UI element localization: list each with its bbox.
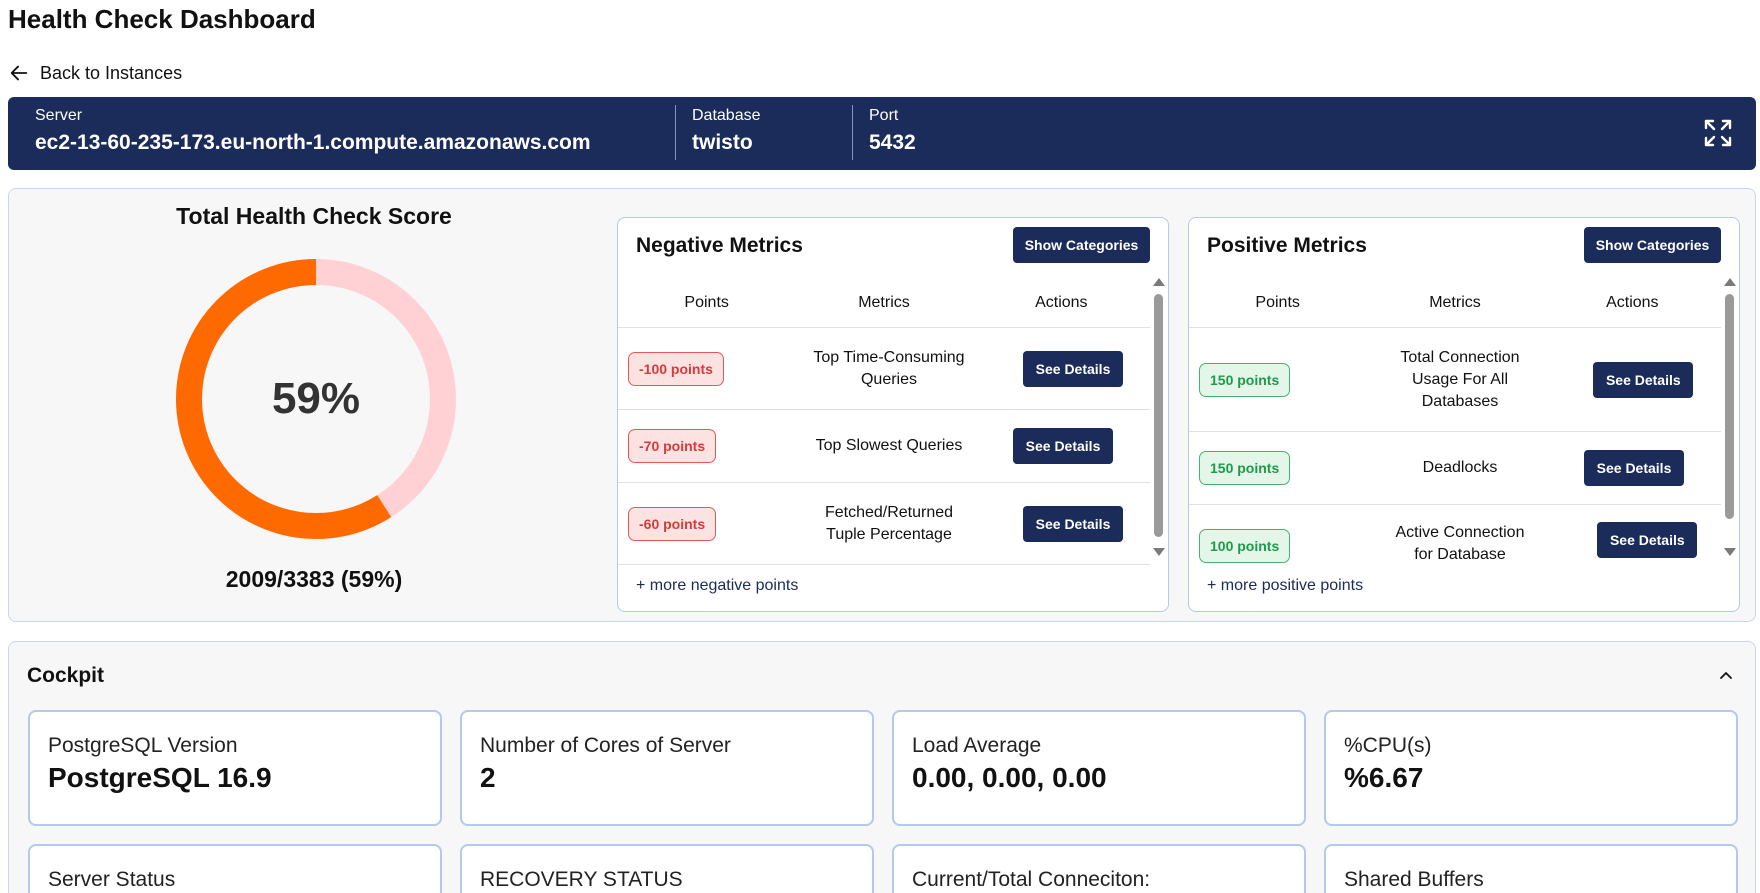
port-value: 5432 — [869, 131, 916, 154]
stat-label: Shared Buffers — [1344, 868, 1484, 891]
negative-metrics-list: -100 points Top Time-Consuming Queries S… — [618, 328, 1150, 573]
back-label: Back to Instances — [40, 62, 183, 83]
metric-name: Fetched/Returned Tuple Percentage — [824, 503, 954, 543]
positive-metrics-list: 150 points Total Connection Usage For Al… — [1189, 328, 1721, 573]
see-details-button[interactable]: See Details — [1584, 450, 1684, 486]
metric-name: Total Connection Usage For All Databases — [1400, 348, 1520, 410]
table-row: 150 points Deadlocks See Details — [1189, 432, 1721, 505]
cpu-card: %CPU(s) %6.67 — [1324, 710, 1738, 826]
metric-name: Deadlocks — [1422, 459, 1498, 476]
table-row: -100 points Top Time-Consuming Queries S… — [618, 328, 1150, 410]
metric-name: Top Time-Consuming Queries — [813, 348, 965, 388]
show-categories-button[interactable]: Show Categories — [1013, 227, 1150, 263]
stat-label: Number of Cores of Server — [480, 734, 731, 757]
postgresql-version-card: PostgreSQL Version PostgreSQL 16.9 — [28, 710, 442, 826]
see-details-button[interactable]: See Details — [1597, 522, 1698, 558]
table-row: -70 points Top Slowest Queries See Detai… — [618, 410, 1150, 483]
table-header: Points Metrics Actions — [1189, 278, 1721, 328]
stat-label: Current/Total Conneciton: — [912, 868, 1151, 891]
see-details-button[interactable]: See Details — [1593, 361, 1694, 398]
port-field: Port 5432 — [853, 97, 943, 170]
divider — [852, 105, 853, 160]
back-to-instances-link[interactable]: Back to Instances — [8, 62, 182, 84]
stat-label: Server Status — [48, 868, 176, 891]
positive-metrics-title: Positive Metrics — [1207, 234, 1367, 257]
server-info-bar: Server ec2-13-60-235-173.eu-north-1.comp… — [8, 97, 1756, 170]
stat-label: %CPU(s) — [1344, 734, 1432, 757]
positive-metrics-card: Positive Metrics Show Categories Points … — [1188, 217, 1740, 612]
recovery-status-card: RECOVERY STATUS — [460, 844, 874, 893]
expand-icon[interactable] — [1702, 117, 1734, 149]
stat-value: %6.67 — [1344, 762, 1424, 793]
stat-value: PostgreSQL 16.9 — [48, 762, 272, 793]
show-categories-button[interactable]: Show Categories — [1584, 227, 1721, 263]
see-details-button[interactable]: See Details — [1023, 350, 1123, 387]
negative-metrics-title: Negative Metrics — [636, 234, 803, 257]
column-header-actions: Actions — [1606, 293, 1659, 311]
connections-card: Current/Total Conneciton: — [892, 844, 1306, 893]
scroll-up-icon[interactable] — [1153, 278, 1165, 286]
scroll-thumb[interactable] — [1725, 294, 1734, 519]
arrow-left-icon — [10, 65, 28, 81]
scroll-thumb[interactable] — [1154, 294, 1163, 537]
scroll-up-icon[interactable] — [1724, 278, 1736, 286]
server-value: ec2-13-60-235-173.eu-north-1.compute.ama… — [35, 131, 591, 154]
database-label: Database — [692, 107, 761, 124]
database-field: Database twisto — [676, 97, 852, 170]
table-row: 150 points Total Connection Usage For Al… — [1189, 328, 1721, 432]
table-row: -60 points Fetched/Returned Tuple Percen… — [618, 483, 1150, 565]
server-status-card: Server Status — [28, 844, 442, 893]
cockpit-panel: Cockpit PostgreSQL Version PostgreSQL 16… — [8, 641, 1756, 893]
health-score-panel: Total Health Check Score 59% 2009/3383 (… — [8, 188, 1756, 622]
divider — [675, 105, 676, 160]
points-badge: 150 points — [1199, 362, 1291, 397]
negative-metrics-card: Negative Metrics Show Categories Points … — [617, 217, 1169, 612]
donut-score-arc — [176, 259, 456, 539]
column-header-metrics: Metrics — [858, 293, 910, 311]
stat-value: 0.00, 0.00, 0.00 — [912, 762, 1107, 793]
table-row: 100 points Active Connection for Databas… — [1189, 505, 1721, 573]
stat-label: PostgreSQL Version — [48, 734, 238, 757]
more-negative-points-link[interactable]: + more negative points — [636, 577, 799, 594]
scroll-down-icon[interactable] — [1153, 548, 1165, 556]
server-field: Server ec2-13-60-235-173.eu-north-1.comp… — [8, 97, 675, 170]
metric-name: Active Connection for Database — [1395, 524, 1525, 563]
shared-buffers-card: Shared Buffers — [1324, 844, 1738, 893]
column-header-metrics: Metrics — [1429, 293, 1481, 311]
column-header-points: Points — [684, 293, 729, 311]
see-details-button[interactable]: See Details — [1013, 428, 1113, 464]
score-title: Total Health Check Score — [176, 203, 452, 229]
metric-name: Top Slowest Queries — [815, 437, 963, 454]
scroll-down-icon[interactable] — [1724, 548, 1736, 556]
more-positive-points-link[interactable]: + more positive points — [1207, 577, 1364, 594]
column-header-points: Points — [1255, 293, 1300, 311]
points-badge: -70 points — [628, 429, 717, 463]
port-label: Port — [869, 107, 899, 124]
points-badge: -100 points — [628, 351, 724, 386]
score-percent: 59% — [271, 374, 361, 423]
score-donut-chart — [176, 259, 456, 539]
stat-label: RECOVERY STATUS — [480, 868, 683, 891]
cockpit-title: Cockpit — [27, 664, 105, 687]
score-summary: 2009/3383 (59%) — [225, 566, 403, 592]
load-average-card: Load Average 0.00, 0.00, 0.00 — [892, 710, 1306, 826]
page-title: Health Check Dashboard — [8, 4, 316, 34]
stat-value: 2 — [480, 762, 496, 793]
scrollbar[interactable] — [1721, 278, 1737, 556]
points-badge: 100 points — [1199, 529, 1291, 563]
table-header: Points Metrics Actions — [618, 278, 1150, 328]
server-label: Server — [35, 107, 83, 124]
scrollbar[interactable] — [1150, 278, 1166, 556]
cores-card: Number of Cores of Server 2 — [460, 710, 874, 826]
points-badge: -60 points — [628, 506, 717, 541]
stat-label: Load Average — [912, 734, 1042, 757]
database-value: twisto — [692, 131, 753, 154]
column-header-actions: Actions — [1035, 293, 1088, 311]
chevron-up-icon[interactable] — [1715, 664, 1737, 686]
points-badge: 150 points — [1199, 451, 1291, 485]
see-details-button[interactable]: See Details — [1023, 505, 1123, 542]
